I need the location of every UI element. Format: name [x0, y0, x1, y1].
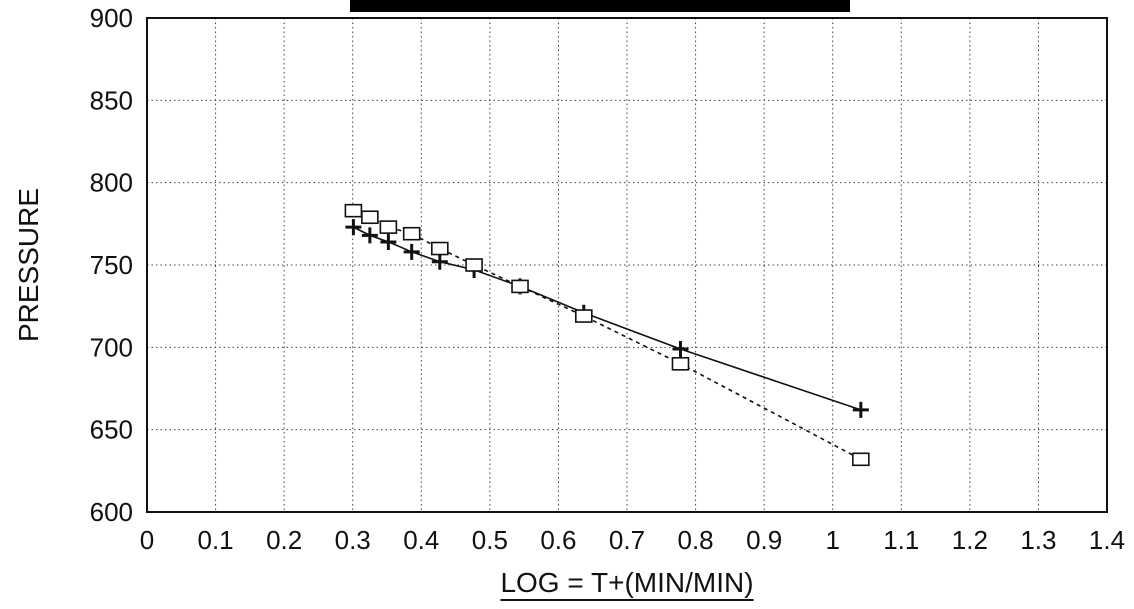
x-tick-label: 0.1	[197, 525, 233, 555]
grid	[147, 18, 1107, 512]
series-square	[344, 203, 870, 467]
y-tick-label: 750	[90, 250, 133, 280]
data-point-plus	[380, 233, 397, 250]
series-layer	[344, 203, 870, 467]
y-tick-label: 600	[90, 497, 133, 527]
data-point-plus	[345, 219, 362, 236]
series-plus	[345, 219, 869, 418]
data-point-plus	[361, 227, 378, 244]
y-tick-label: 650	[90, 415, 133, 445]
x-tick-label: 1.3	[1020, 525, 1056, 555]
x-tick-label: 0.5	[472, 525, 508, 555]
x-tick-label: 0	[140, 525, 154, 555]
x-tick-label: 0.7	[609, 525, 645, 555]
y-tick-label: 700	[90, 332, 133, 362]
data-point-square	[465, 258, 483, 272]
tick-labels: 0 0.1 0.2 0.3 0.4 0.5 0.6 0.7 0.8 0.9 1 1.1 1.2 1.3 1.…	[90, 3, 1125, 555]
x-tick-label: 0.4	[403, 525, 439, 555]
x-tick-label: 0.8	[677, 525, 713, 555]
x-tick-label: 0.9	[746, 525, 782, 555]
x-tick-label: 1.2	[952, 525, 988, 555]
data-point-plus	[431, 253, 448, 270]
data-point-plus	[852, 401, 869, 418]
series-line	[353, 226, 862, 411]
data-point-square	[852, 452, 870, 467]
plot-area-border	[146, 17, 1108, 513]
y-tick-label: 900	[90, 3, 133, 33]
redacted-title-bar	[350, 0, 850, 12]
x-tick-label: 0.3	[335, 525, 371, 555]
x-tick-label: 1.4	[1089, 525, 1125, 555]
y-tick-label: 800	[90, 168, 133, 198]
data-point-square	[361, 210, 379, 225]
y-axis-title: PRESSURE	[13, 188, 44, 342]
data-point-square	[344, 203, 363, 218]
data-point-square	[671, 356, 690, 371]
data-point-plus	[403, 243, 420, 260]
data-point-square	[430, 241, 449, 256]
series-line	[353, 209, 862, 461]
x-tick-label: 0.2	[266, 525, 302, 555]
y-tick-label: 850	[90, 85, 133, 115]
x-tick-label: 1.1	[883, 525, 919, 555]
data-point-square	[574, 309, 593, 323]
x-tick-label: 0.6	[540, 525, 576, 555]
x-tick-label: 1	[825, 525, 839, 555]
data-point-square	[402, 226, 421, 241]
x-axis-title: LOG = T+(MIN/MIN)	[500, 567, 753, 598]
data-point-square	[511, 279, 529, 294]
data-point-plus	[672, 340, 689, 357]
data-point-square	[379, 220, 398, 234]
